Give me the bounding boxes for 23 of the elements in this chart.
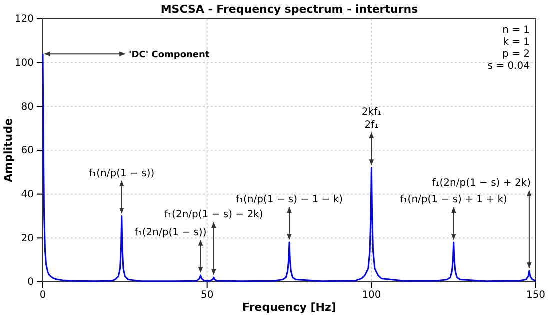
y-tick-label: 100: [14, 58, 34, 70]
y-axis-title: Amplitude: [2, 118, 15, 182]
y-tick-label: 40: [21, 190, 34, 201]
y-tick-label: 20: [21, 233, 34, 244]
annotation: f₁(n/p(1 − s)): [89, 168, 155, 180]
chart-title: MSCSA - Frequency spectrum - interturns: [160, 3, 419, 16]
x-axis-title: Frequency [Hz]: [242, 301, 336, 314]
annotation: f₁(n/p(1 − s) + 1 + k): [400, 194, 508, 206]
x-tick-label: 150: [526, 290, 546, 302]
annotation: 'DC' Component: [129, 50, 210, 61]
y-tick-label: 80: [21, 102, 34, 113]
annotation: 2kf₁ 2f₁: [362, 107, 382, 132]
x-tick-label: 50: [200, 290, 214, 302]
annotation: f₁(2n/p(1 − s)): [134, 227, 207, 238]
y-tick-label: 60: [21, 146, 34, 157]
annotation: n = 1 k = 1 p = 2 s = 0.04: [488, 25, 530, 72]
y-tick-label: 0: [28, 277, 34, 288]
annotation: f₁(2n/p(1 − s) − 2k): [164, 210, 264, 221]
annotation: f₁(n/p(1 − s) − 1 − k): [236, 194, 344, 206]
annotation: f₁(2n/p(1 − s) + 2k): [432, 178, 532, 190]
x-tick-label: 100: [362, 290, 382, 302]
x-tick-label: 0: [40, 290, 46, 302]
y-tick-label: 120: [14, 14, 34, 26]
